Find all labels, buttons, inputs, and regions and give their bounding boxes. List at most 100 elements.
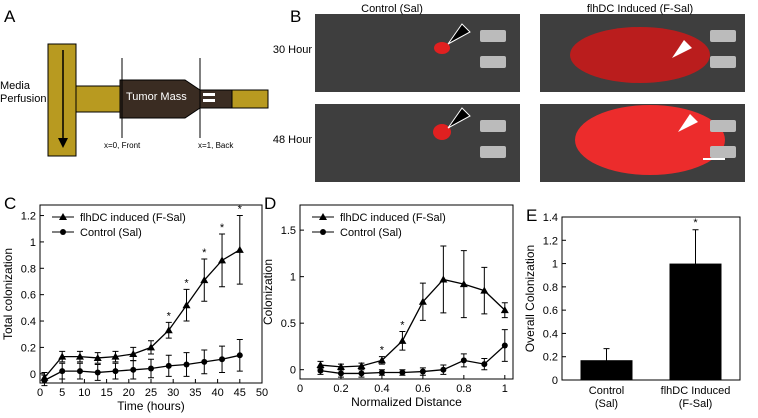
diagram-label: x=1, Back xyxy=(198,141,234,150)
marker xyxy=(93,353,102,361)
marker xyxy=(357,361,366,369)
marker xyxy=(501,342,508,349)
legend-label: Control (Sal) xyxy=(340,227,402,239)
diagram-label: Perfusion xyxy=(0,93,46,105)
legend-label: flhDC induced (F-Sal) xyxy=(340,212,446,224)
marker xyxy=(336,362,345,370)
marker xyxy=(218,256,227,264)
x-tick-label: 0.4 xyxy=(374,383,389,395)
significance: * xyxy=(380,345,385,357)
marker xyxy=(59,368,66,375)
x-tick-label: 30 xyxy=(167,387,179,399)
marker xyxy=(148,365,154,372)
legend-marker xyxy=(60,229,66,235)
error-bar xyxy=(692,229,699,298)
legend-label: flhDC induced (F-Sal) xyxy=(80,212,186,224)
marker xyxy=(58,352,67,360)
x-tick-label: 50 xyxy=(256,387,268,399)
series-line xyxy=(320,278,506,368)
x-tick-label: 0.2 xyxy=(333,383,348,395)
x-tick-label: 0.6 xyxy=(415,383,430,395)
significance: * xyxy=(693,217,698,229)
marker xyxy=(378,369,385,376)
panel-label: A xyxy=(4,7,16,26)
significance: * xyxy=(202,247,207,259)
x-axis-label: Time (hours) xyxy=(117,399,185,413)
y-tick-label: 0 xyxy=(290,365,296,377)
y-tick-label: 1 xyxy=(290,272,296,284)
y-tick-label: 0.6 xyxy=(543,305,558,317)
marker xyxy=(165,362,172,369)
x-tick-label: 15 xyxy=(100,387,112,399)
marker xyxy=(219,356,226,363)
marker xyxy=(317,367,324,374)
y-tick-label: 0.6 xyxy=(21,290,36,302)
marker xyxy=(316,361,325,369)
marker xyxy=(419,368,426,375)
marker xyxy=(398,336,407,344)
x-tick-label: 25 xyxy=(145,387,157,399)
y-tick-label: 1.4 xyxy=(543,212,558,224)
legend-marker xyxy=(59,213,67,220)
column-label: Control (Sal) xyxy=(361,3,423,15)
axes-frame xyxy=(561,216,741,381)
marker xyxy=(440,366,447,373)
marker xyxy=(481,361,488,368)
panel-label: D xyxy=(264,194,276,213)
marker xyxy=(459,280,468,288)
y-tick-label: 1.2 xyxy=(21,211,36,223)
marker xyxy=(111,352,120,360)
row-label: 30 Hour xyxy=(273,44,312,56)
y-tick-label: 0.8 xyxy=(21,263,36,275)
y-tick-label: 0.8 xyxy=(543,282,558,294)
marker xyxy=(75,352,84,360)
significance: * xyxy=(238,204,243,216)
marker xyxy=(358,370,365,377)
y-tick-label: 1.2 xyxy=(543,235,558,247)
significance: * xyxy=(220,222,225,234)
y-axis-label: Total colonization xyxy=(1,248,15,340)
x-tick-label: 45 xyxy=(234,387,246,399)
y-axis-label: Colonization xyxy=(261,259,275,325)
y-tick-label: 1 xyxy=(30,237,36,249)
x-tick-label: flhDC Induced xyxy=(661,385,731,397)
marker xyxy=(164,326,173,334)
x-tick-label: 10 xyxy=(78,387,90,399)
x-tick-label: 20 xyxy=(123,387,135,399)
marker xyxy=(377,356,386,364)
series-line xyxy=(320,345,506,375)
marker xyxy=(418,297,427,305)
marker xyxy=(500,306,509,314)
series-line xyxy=(44,354,240,381)
marker xyxy=(460,357,467,364)
panel-label: B xyxy=(290,7,301,26)
y-tick-label: 1 xyxy=(552,259,558,271)
column-label: flhDC Induced (F-Sal) xyxy=(587,3,693,15)
x-tick-label: (F-Sal) xyxy=(679,398,713,410)
marker xyxy=(182,301,191,309)
x-tick-label: Control xyxy=(589,385,624,397)
x-tick-label: 1 xyxy=(502,383,508,395)
marker xyxy=(236,352,243,359)
y-tick-label: 0.2 xyxy=(21,342,36,354)
significance: * xyxy=(167,310,172,322)
significance: * xyxy=(184,277,189,289)
y-tick-label: 0 xyxy=(552,375,558,387)
x-tick-label: 0 xyxy=(297,383,303,395)
marker xyxy=(76,368,83,375)
marker xyxy=(183,361,190,368)
marker xyxy=(200,276,209,284)
marker xyxy=(130,366,137,373)
x-tick-label: 0 xyxy=(37,387,43,399)
marker xyxy=(41,377,48,384)
marker xyxy=(201,358,208,365)
legend-marker xyxy=(320,229,326,235)
x-tick-label: 0.8 xyxy=(456,383,471,395)
marker xyxy=(399,369,406,376)
y-tick-label: 1.5 xyxy=(281,225,296,237)
y-tick-label: 0.5 xyxy=(281,318,296,330)
x-tick-label: 5 xyxy=(59,387,65,399)
marker xyxy=(129,349,138,357)
diagram-label: x=0, Front xyxy=(104,141,141,150)
